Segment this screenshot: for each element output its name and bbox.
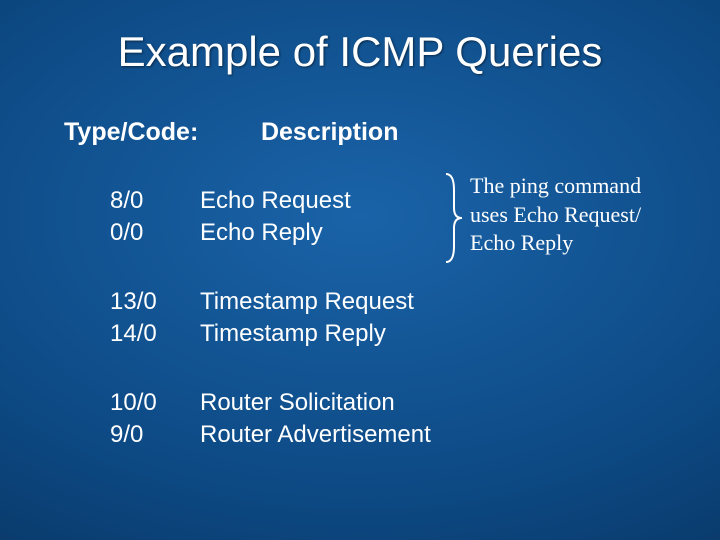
cell-code: 9/0 xyxy=(110,419,200,451)
callout-line: The ping command xyxy=(470,172,641,201)
table-row: 14/0 Timestamp Reply xyxy=(110,318,431,350)
cell-code: 0/0 xyxy=(110,217,200,249)
callout-line: uses Echo Request/ xyxy=(470,201,641,230)
table-row: 0/0 Echo Reply xyxy=(110,217,431,249)
icmp-table: 8/0 Echo Request 0/0 Echo Reply 13/0 Tim… xyxy=(110,185,431,451)
table-row: 8/0 Echo Request xyxy=(110,185,431,217)
table-row: 9/0 Router Advertisement xyxy=(110,419,431,451)
table-row: 13/0 Timestamp Request xyxy=(110,286,431,318)
header-description: Description xyxy=(261,118,399,146)
cell-code: 13/0 xyxy=(110,286,200,318)
cell-desc: Timestamp Reply xyxy=(200,318,386,350)
cell-desc: Router Advertisement xyxy=(200,419,431,451)
table-row: 10/0 Router Solicitation xyxy=(110,387,431,419)
header-typecode: Type/Code: xyxy=(64,118,254,147)
cell-code: 14/0 xyxy=(110,318,200,350)
cell-code: 8/0 xyxy=(110,185,200,217)
table-headers: Type/Code: Description xyxy=(64,118,398,147)
group-gap xyxy=(110,351,431,387)
cell-desc: Echo Request xyxy=(200,185,351,217)
cell-desc: Router Solicitation xyxy=(200,387,395,419)
slide-title: Example of ICMP Queries xyxy=(0,28,720,76)
callout-line: Echo Reply xyxy=(470,229,641,258)
group-gap xyxy=(110,250,431,286)
cell-desc: Timestamp Request xyxy=(200,286,414,318)
cell-code: 10/0 xyxy=(110,387,200,419)
callout-note: The ping command uses Echo Request/ Echo… xyxy=(470,172,641,258)
slide: Example of ICMP Queries Type/Code: Descr… xyxy=(0,0,720,540)
cell-desc: Echo Reply xyxy=(200,217,323,249)
brace-icon xyxy=(442,170,466,266)
